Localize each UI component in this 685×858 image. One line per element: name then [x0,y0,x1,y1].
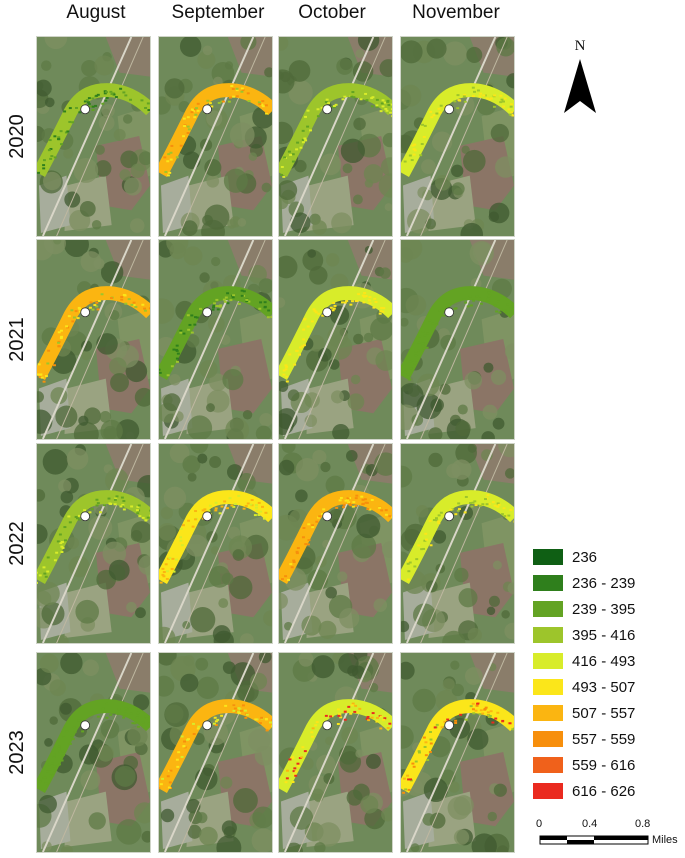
scale-tick-0-8: 0.8 [635,818,651,830]
aerial-map [401,653,514,852]
map-panel-2022-november [400,443,515,644]
legend-swatch [533,679,563,695]
legend-label: 239 - 395 [572,600,636,618]
aerial-map [37,240,150,439]
legend-label: 236 - 239 [572,574,636,592]
legend-swatch [533,601,563,617]
north-label: N [574,38,586,54]
legend-swatch [533,549,563,565]
column-label-october: October [298,2,366,23]
aerial-map [279,444,392,643]
map-panel-2023-september [158,652,273,853]
legend-label: 616 - 626 [572,782,636,800]
legend-label: 395 - 416 [572,626,636,644]
legend-item: 557 - 559 [533,730,635,748]
map-panel-2022-september [158,443,273,644]
aerial-map [37,653,150,852]
legend-item: 416 - 493 [533,652,635,670]
aerial-map [401,37,514,236]
map-panel-2021-november [400,239,515,440]
aerial-map [401,240,514,439]
aerial-map [279,653,392,852]
map-panel-2020-october [278,36,393,237]
legend-item: 493 - 507 [533,678,635,696]
legend-swatch [533,705,563,721]
aerial-map [401,444,514,643]
legend-item: 239 - 395 [533,600,635,618]
scale-tick-0: 0 [536,818,543,830]
row-label-2021: 2021 [5,317,28,362]
map-panel-2020-september [158,36,273,237]
aerial-map [159,444,272,643]
row-label-2022: 2022 [5,521,28,566]
map-panel-2022-october [278,443,393,644]
scale-unit: Miles [652,834,678,846]
map-panel-2020-august [36,36,151,237]
aerial-map [159,653,272,852]
north-arrow: N [560,38,600,118]
legend-label: 493 - 507 [572,678,636,696]
legend-item: 507 - 557 [533,704,635,722]
scale-bar-graphic [539,835,649,845]
aerial-map [279,240,392,439]
legend-item: 559 - 616 [533,756,635,774]
column-label-november: November [412,2,500,23]
legend-swatch [533,575,563,591]
legend-item: 236 - 239 [533,574,635,592]
legend-item: 395 - 416 [533,626,635,644]
row-label-2020: 2020 [5,114,28,159]
legend-item: 616 - 626 [533,782,635,800]
map-panel-2022-august [36,443,151,644]
legend-swatch [533,653,563,669]
map-panel-2023-august [36,652,151,853]
legend-label: 236 [572,548,598,566]
map-panel-2021-august [36,239,151,440]
legend-label: 557 - 559 [572,730,636,748]
aerial-map [37,444,150,643]
legend-swatch [533,627,563,643]
legend-label: 416 - 493 [572,652,636,670]
legend-label: 559 - 616 [572,756,636,774]
legend-label: 507 - 557 [572,704,636,722]
aerial-map [159,240,272,439]
aerial-map [159,37,272,236]
scale-bar: 0 0.4 0.8 Miles [530,818,680,858]
north-arrow-icon [564,59,596,113]
map-panel-2021-october [278,239,393,440]
aerial-map [279,37,392,236]
map-panel-2021-september [158,239,273,440]
map-panel-2020-november [400,36,515,237]
row-label-2023: 2023 [5,730,28,775]
map-panel-2023-november [400,652,515,853]
map-panel-2023-october [278,652,393,853]
legend-swatch [533,731,563,747]
legend-item: 236 [533,548,597,566]
aerial-map [37,37,150,236]
scale-tick-0-4: 0.4 [582,818,598,830]
legend-swatch [533,757,563,773]
column-label-august: August [66,2,126,23]
column-label-september: September [171,2,265,23]
legend-swatch [533,783,563,799]
